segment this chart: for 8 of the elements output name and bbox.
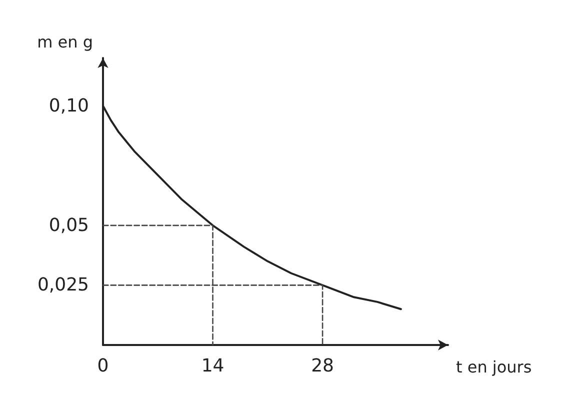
x-tick-label: 0 xyxy=(97,356,109,376)
y-tick-label: 0,025 xyxy=(37,274,89,296)
x-tick-label: 14 xyxy=(201,356,224,376)
x-axis-title: t en jours xyxy=(456,358,532,376)
x-tick-label: 28 xyxy=(311,356,334,376)
y-axis-title: m en g xyxy=(37,32,93,52)
y-tick-label: 0,10 xyxy=(48,95,89,116)
y-tick-label: 0,05 xyxy=(48,214,89,236)
